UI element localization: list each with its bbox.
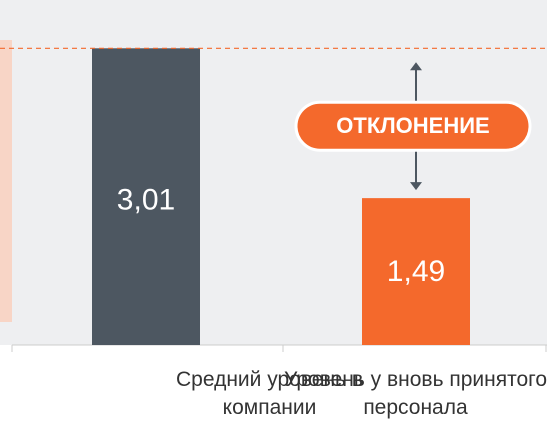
arrow-head: [410, 62, 422, 71]
bar: [92, 48, 200, 346]
data-label: 1,49: [387, 255, 445, 288]
bar: [362, 198, 470, 345]
x-tick-label: Уровень у вновь принятого персонала: [283, 368, 547, 419]
annotation: ОТКЛОНЕНИЕ: [336, 113, 489, 138]
x-tick-label: Средний уровень в компании: [176, 368, 363, 419]
side-panel: [0, 40, 12, 322]
arrow-head: [410, 182, 422, 191]
annotation-pill: [294, 100, 532, 152]
data-label: 3,01: [117, 184, 175, 217]
